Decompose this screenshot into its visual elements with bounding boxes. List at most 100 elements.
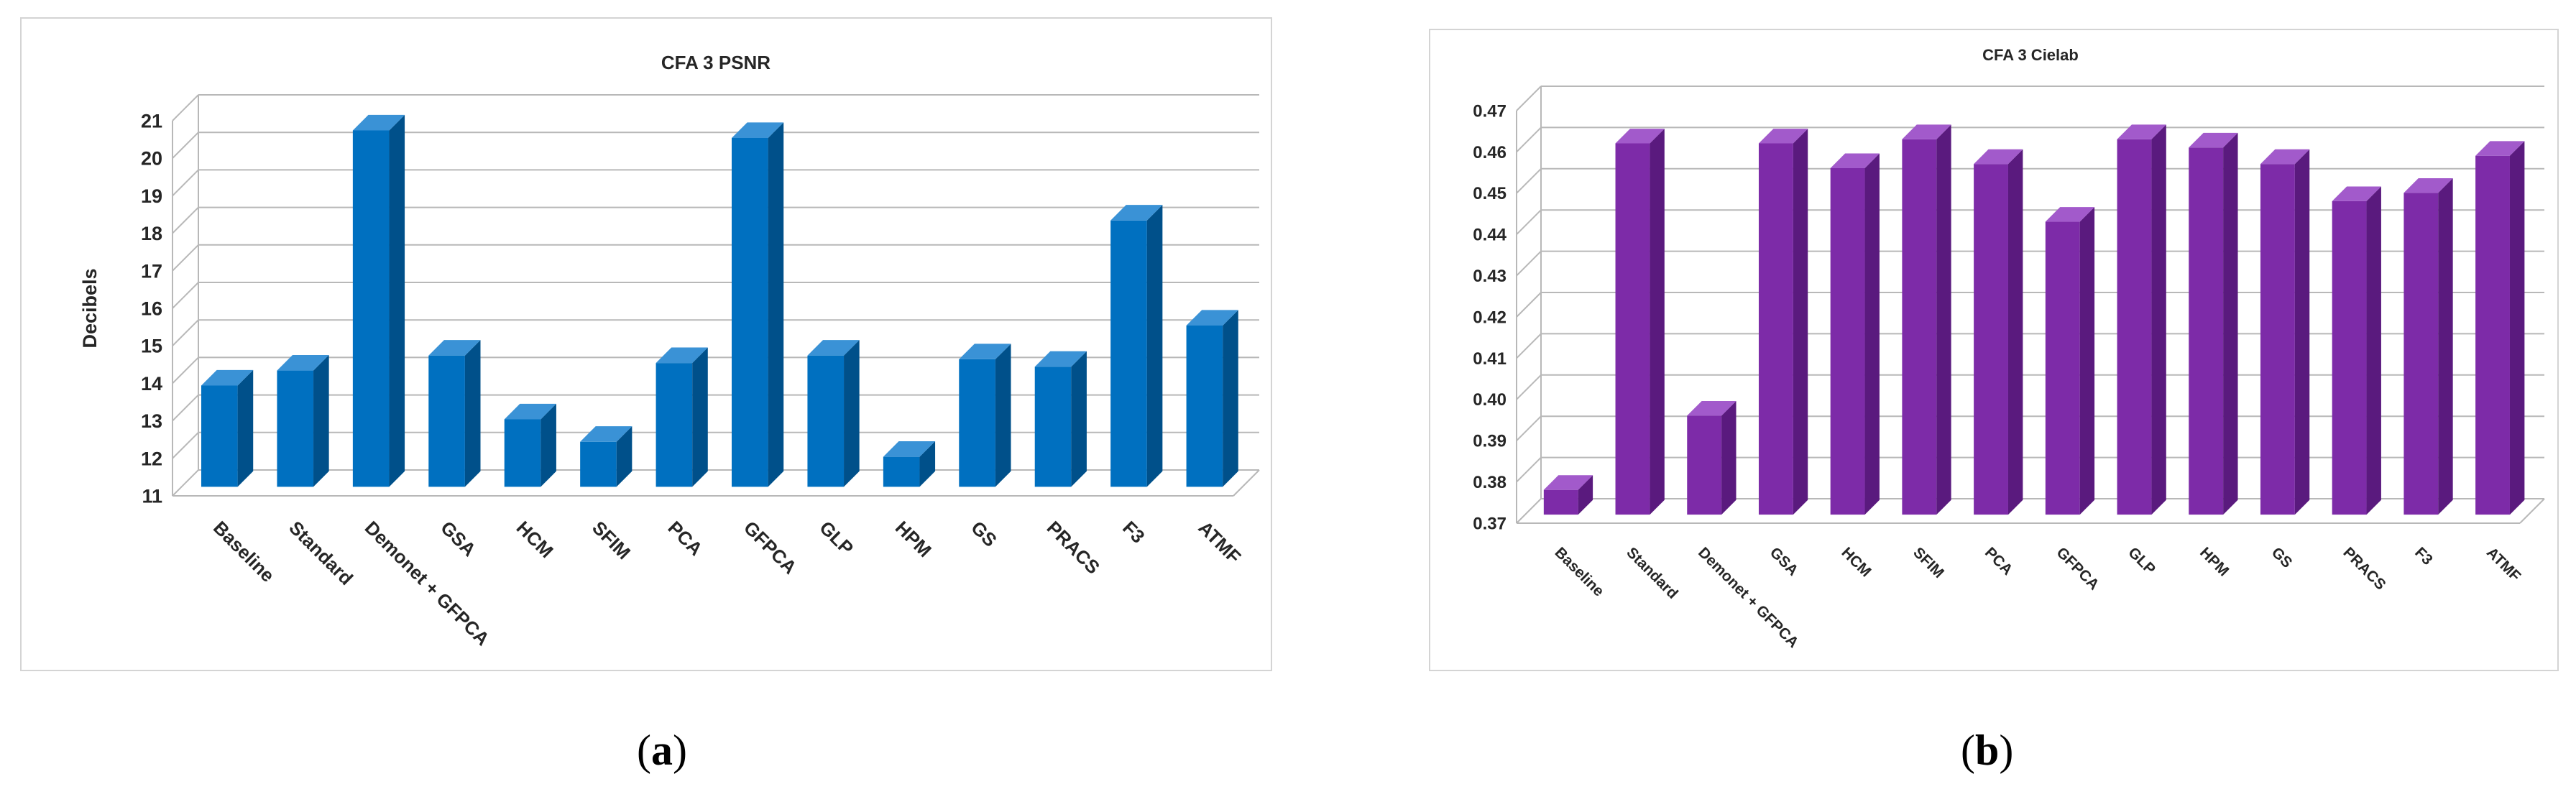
y-tick-label: 17 [141,260,162,282]
bar-pca [656,347,708,487]
bar-front [504,419,541,487]
bar-front [807,355,845,487]
bar-gsa [428,340,481,487]
bar-front [959,359,995,487]
bar-gfpca [2045,207,2095,515]
bar-front [883,456,920,487]
bar-side [2007,149,2023,515]
bar-top [2404,178,2453,193]
x-tick-label: SFIM [1910,544,1947,581]
gridline-diagonal [1516,374,1542,400]
psnr-bar-chart: CFA 3 PSNR 11 12 13 14 15 16 17 18 19 20 21 Decibels… [79,52,1260,650]
bar-front [352,130,390,487]
bar-baseline [1543,475,1593,515]
bar-glp [2117,124,2166,515]
x-tick-label: Baseline [209,517,279,586]
bar-side [1071,351,1087,487]
bar-top [428,340,481,356]
bar-front [1186,325,1223,487]
x-tick-label: GFPCA [740,517,801,579]
x-tick-label: F3 [1118,517,1149,548]
y-tick-label: 0.41 [1473,349,1506,369]
gridline-diagonal [1516,333,1542,359]
gridline-diagonal [172,132,199,159]
y-tick-label: 12 [141,448,162,469]
y-tick-label: 0.37 [1473,514,1506,533]
y-tick-label: 0.46 [1473,143,1506,162]
bar-side [1650,129,1665,515]
y-tick-label: 14 [141,373,162,395]
bar-front [1615,143,1650,515]
gridline-diagonal [1516,292,1542,318]
gridline-diagonal [172,319,199,346]
bar-front [1830,167,1865,515]
y-tick-label: 13 [141,410,162,432]
bar-front [2475,155,2510,515]
bar-front [2404,193,2439,515]
bar-top [1543,475,1593,490]
bar-gs [959,344,1011,487]
bar-top [2260,149,2310,165]
gridline-diagonal [172,94,199,121]
bar-sfim [580,426,632,487]
y-tick-label: 0.40 [1473,390,1506,410]
x-tick-label: HCM [512,517,558,562]
bar-hpm [2189,132,2238,515]
bar-top [807,340,860,356]
bar-side [1146,205,1163,487]
caption-a-letter: a [650,727,673,774]
y-tick-label: 0.42 [1473,308,1506,327]
bar-gsa [1758,129,1808,515]
gridline-diagonal [1516,209,1542,235]
x-tick-label: GSA [436,517,480,561]
bar-side [313,354,329,487]
bar-pracs [1034,351,1087,487]
bar-glp [807,340,860,487]
bar-top [1902,124,1951,139]
gridline-diagonal [172,394,199,422]
bar-sfim [1902,124,1951,515]
bar-f3 [1110,205,1163,487]
bar-side [2294,149,2310,515]
bar-front [1034,367,1072,487]
y-tick-label: 16 [141,298,162,319]
bar-top [1110,205,1163,221]
bar-top [2189,132,2238,148]
bar-side [995,344,1011,487]
gridline-diagonal [1516,456,1542,483]
gridline-diagonal [1516,126,1542,153]
bar-side [2151,124,2166,515]
x-tick-label: F3 [2411,544,2436,568]
y-tick-label: 0.47 [1473,101,1506,121]
x-tick-label: ATMF [1195,517,1246,568]
x-tick-label: GLP [815,517,857,559]
bar-side [540,403,556,487]
gridline-diagonal [172,244,199,272]
bar-top [1830,153,1880,168]
bar-top [1758,129,1808,144]
x-tick-label: GLP [2125,544,2158,578]
bar-front [580,441,617,487]
bar-side [1223,310,1238,487]
bar-front [2045,221,2080,515]
bar-front [732,137,768,487]
bar-front [1110,220,1147,487]
caption-b: (b) [1961,727,2014,774]
bar-top [2045,207,2095,222]
x-tick-label: GS [967,517,1001,551]
bar-side [2509,141,2525,515]
gridline-diagonal [172,282,199,309]
bar-pracs [2332,186,2381,515]
x-tick-label: PCA [1982,544,2016,579]
gridline-diagonal [1516,498,1542,524]
y-tick-label: 0.44 [1473,226,1506,245]
gridline-diagonal [172,432,199,459]
bar-side [2366,186,2381,515]
y-tick-label: 11 [142,485,162,507]
bar-atmf [1186,310,1238,487]
bar-side [1578,475,1593,515]
bar-f3 [2404,178,2453,515]
x-tick-label: PCA [664,517,707,560]
bar-front [201,385,238,487]
bar-gs [2260,149,2310,515]
